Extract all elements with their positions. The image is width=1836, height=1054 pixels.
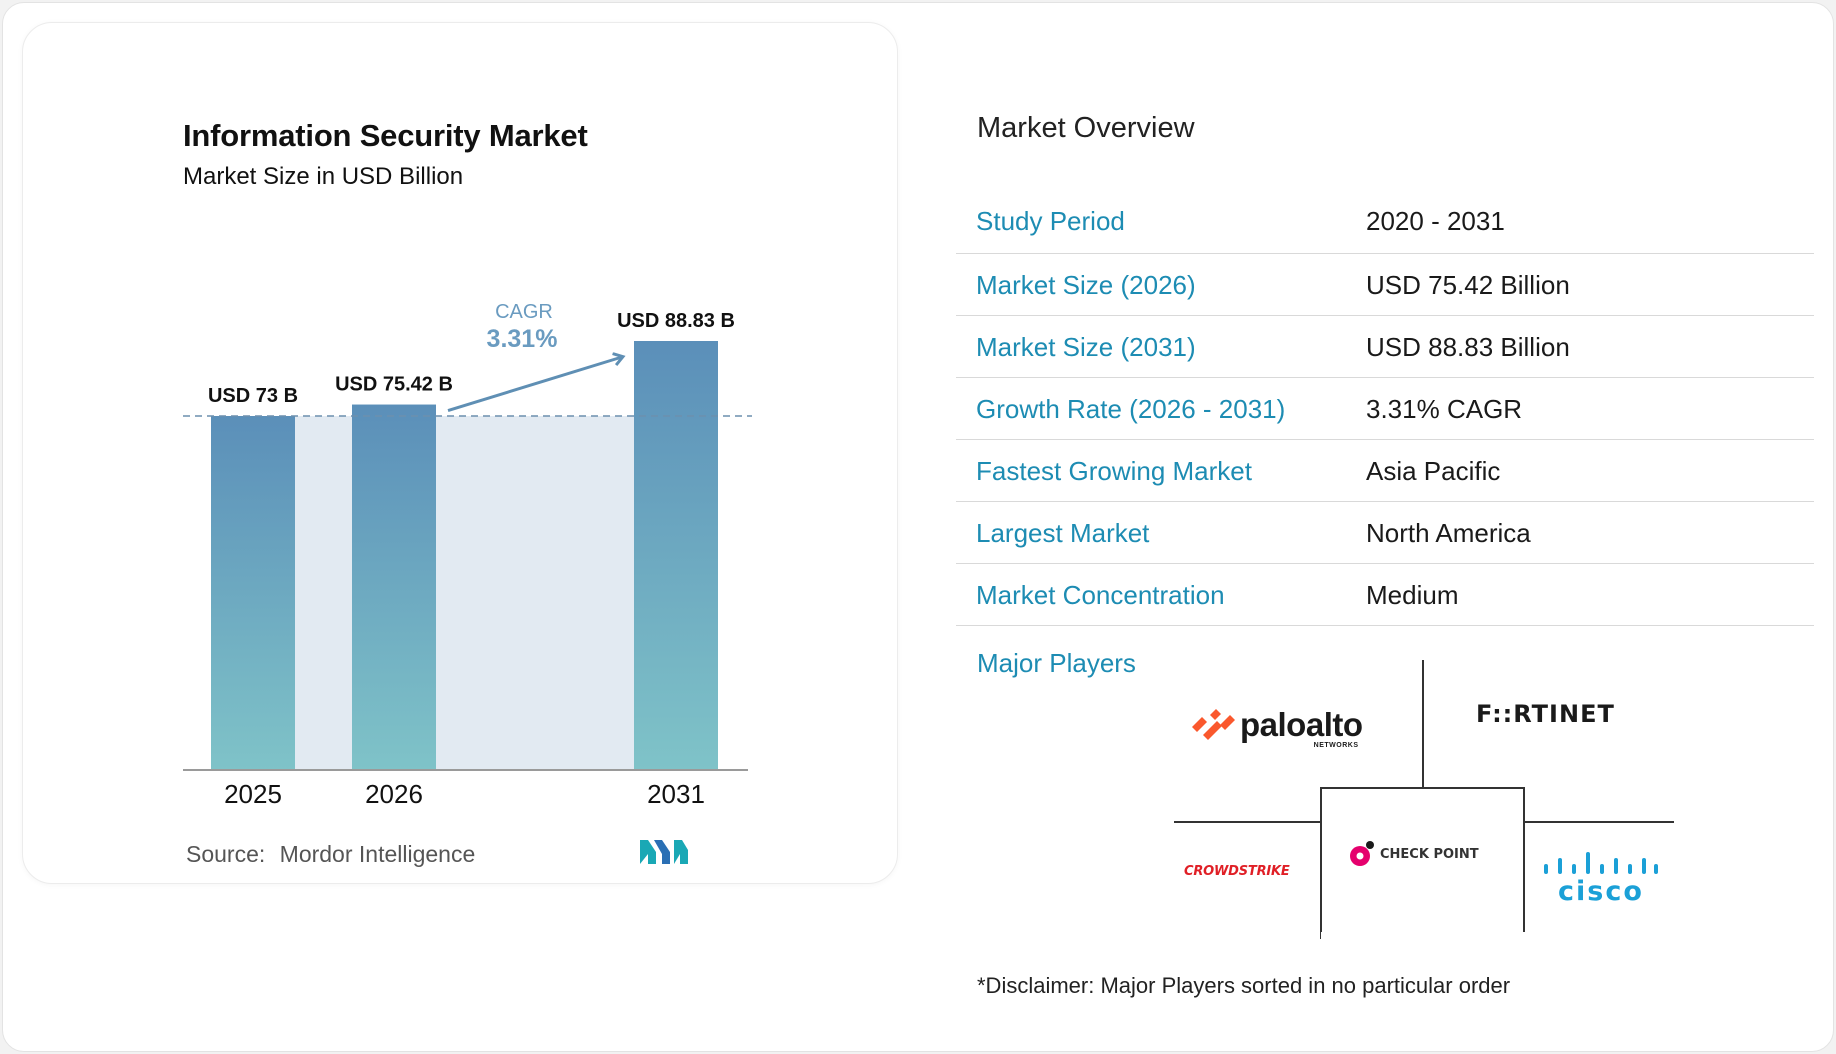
- cagr-label: CAGR: [495, 301, 553, 323]
- data-label: USD 73 B: [208, 385, 298, 407]
- checkpoint-mark-icon: [1350, 841, 1374, 866]
- overview-key: Largest Market: [976, 518, 1150, 548]
- x-tick-label: 2031: [647, 779, 705, 809]
- chart-band: [295, 416, 352, 770]
- overview-value: North America: [1366, 518, 1531, 548]
- bar-chart: USD 73 B USD 75.42 B USD 88.83 B 2025 2026 2…: [183, 301, 752, 809]
- data-label: USD 88.83 B: [617, 310, 735, 332]
- major-players-title: Major Players: [977, 648, 1136, 678]
- overview-key: Growth Rate (2026 - 2031): [976, 394, 1286, 424]
- overview-value: USD 88.83 Billion: [1366, 332, 1570, 362]
- checkpoint-text: CHECK POINT: [1380, 846, 1479, 862]
- overview-key: Market Size (2031): [976, 332, 1196, 362]
- x-tick-label: 2025: [224, 779, 282, 809]
- overview-key: Market Size (2026): [976, 270, 1196, 300]
- overview-table: Study Period 2020 - 2031 Market Size (20…: [956, 190, 1814, 626]
- source-value: Mordor Intelligence: [279, 841, 476, 867]
- players-grid-lines: [1174, 660, 1674, 940]
- bar-2031: [634, 341, 718, 770]
- paloalto-mark-icon: [1192, 709, 1235, 740]
- overview-value: USD 75.42 Billion: [1366, 270, 1570, 300]
- cisco-logo: cisco: [1542, 850, 1660, 907]
- chart-title: Information Security Market: [183, 118, 588, 153]
- x-tick-label: 2026: [365, 779, 423, 809]
- overview-value: Asia Pacific: [1366, 456, 1501, 486]
- overview-title: Market Overview: [977, 112, 1195, 144]
- chart-band: [436, 416, 634, 770]
- crowdstrike-logo: CROWDSTRIKE: [1184, 864, 1290, 879]
- major-players-grid: paloalto NETWORKS F::RTINET CROWDSTRIKE …: [1170, 656, 1680, 940]
- cagr-value: 3.31%: [487, 325, 558, 353]
- source-line: Source: Mordor Intelligence: [186, 841, 475, 868]
- mordor-intelligence-logo: [640, 840, 688, 864]
- overview-row: Largest Market North America: [956, 502, 1814, 564]
- overview-row: Study Period 2020 - 2031: [956, 190, 1814, 254]
- overview-key: Fastest Growing Market: [976, 456, 1252, 486]
- fortinet-text: F::RTINET: [1476, 700, 1615, 728]
- bar-2025: [211, 416, 295, 770]
- paloalto-sub: NETWORKS: [1313, 742, 1359, 749]
- data-label: USD 75.42 B: [335, 374, 453, 396]
- bar-2026: [352, 404, 436, 770]
- overview-key: Study Period: [976, 206, 1125, 236]
- cisco-bars-icon: [1544, 852, 1658, 874]
- overview-row: Market Concentration Medium: [956, 564, 1814, 626]
- overview-row: Fastest Growing Market Asia Pacific: [956, 440, 1814, 502]
- overview-row: Market Size (2031) USD 88.83 Billion: [956, 316, 1814, 378]
- cisco-text: cisco: [1558, 876, 1644, 907]
- overview-value: 2020 - 2031: [1366, 206, 1505, 236]
- disclaimer: *Disclaimer: Major Players sorted in no …: [977, 973, 1511, 998]
- overview-value: 3.31% CAGR: [1366, 394, 1523, 424]
- paloalto-text: paloalto: [1240, 706, 1363, 743]
- overview-value: Medium: [1366, 580, 1459, 610]
- checkpoint-logo: CHECK POINT: [1348, 840, 1479, 868]
- overview-row: Growth Rate (2026 - 2031) 3.31% CAGR: [956, 378, 1814, 440]
- fortinet-logo: F::RTINET: [1476, 700, 1615, 728]
- overview-row: Market Size (2026) USD 75.42 Billion: [956, 254, 1814, 316]
- source-label: Source:: [186, 841, 266, 867]
- overview-key: Market Concentration: [976, 580, 1225, 610]
- crowdstrike-text: CROWDSTRIKE: [1184, 864, 1290, 879]
- chart-subtitle: Market Size in USD Billion: [183, 163, 464, 190]
- cagr-arrow: [447, 357, 622, 412]
- paloalto-logo: paloalto NETWORKS: [1190, 706, 1363, 749]
